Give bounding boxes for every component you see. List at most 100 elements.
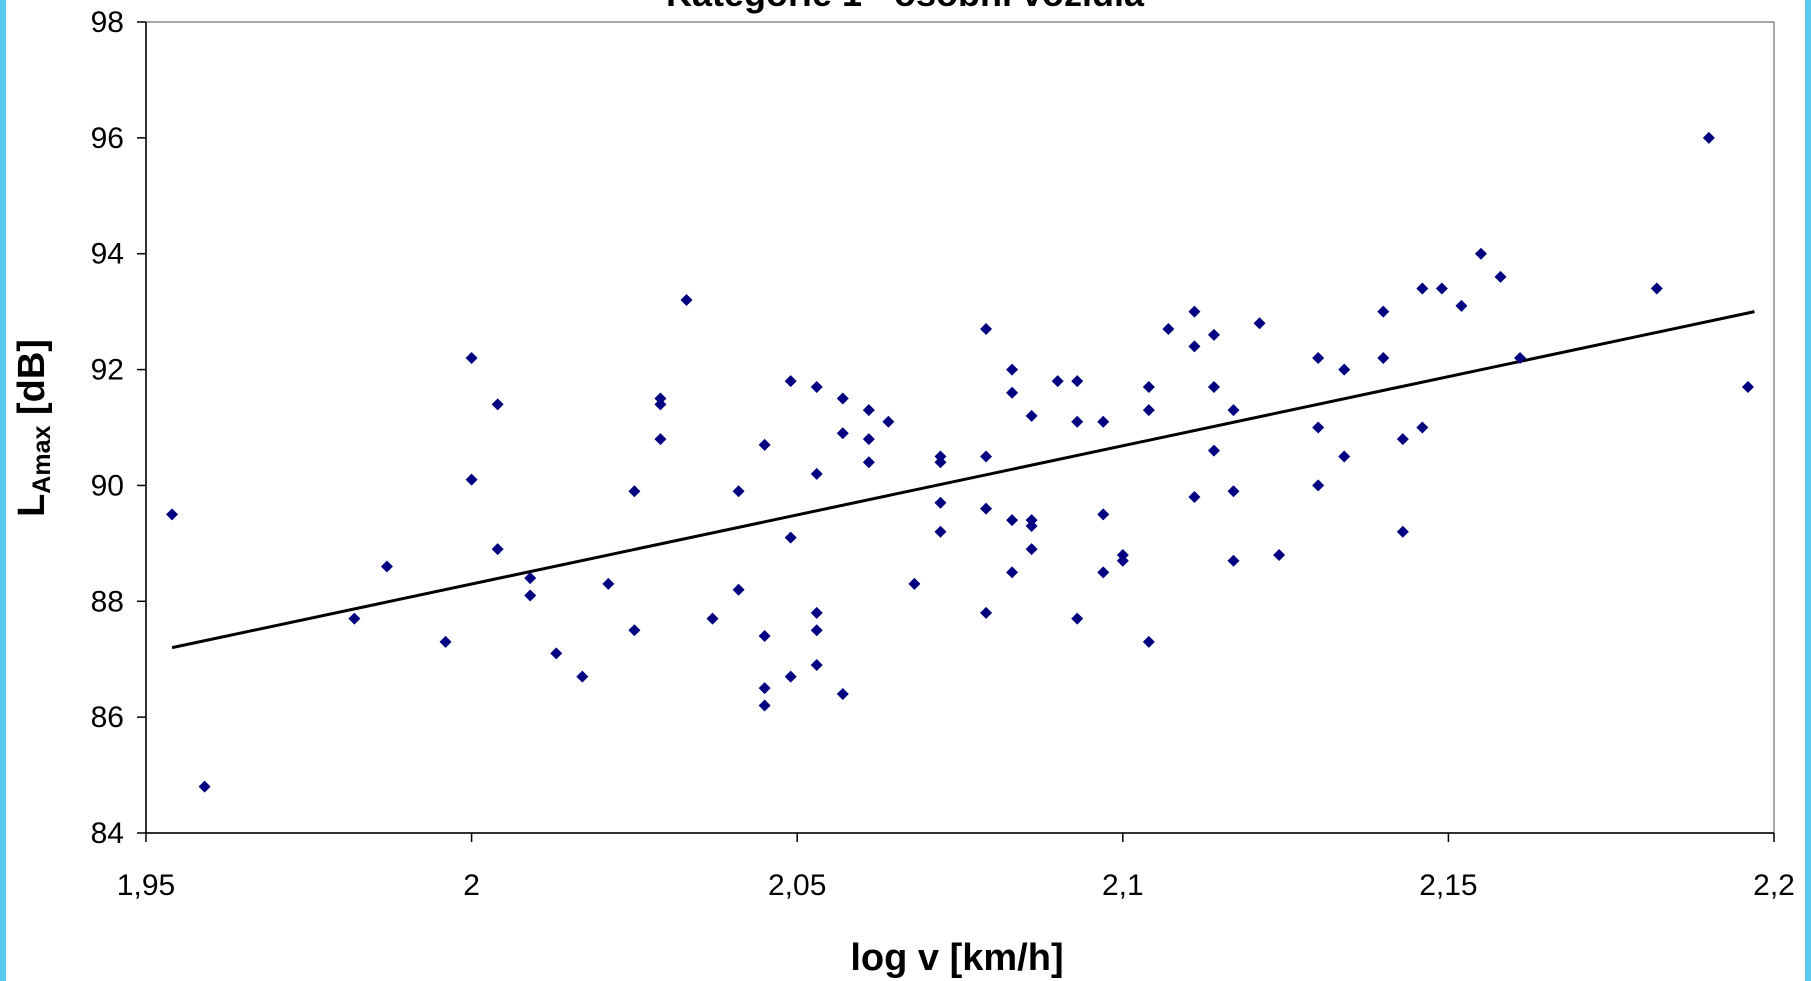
data-point xyxy=(758,630,771,643)
y-tick-label: 98 xyxy=(91,6,124,39)
data-point xyxy=(784,670,797,683)
data-point xyxy=(836,427,849,440)
data-point xyxy=(1051,375,1064,388)
data-point xyxy=(862,404,875,417)
data-point xyxy=(1097,415,1110,428)
data-point xyxy=(654,398,667,411)
data-point xyxy=(810,606,823,619)
data-point xyxy=(602,577,615,590)
data-point xyxy=(1338,450,1351,463)
data-point xyxy=(1312,351,1325,364)
data-point xyxy=(680,294,693,307)
data-point xyxy=(1227,404,1240,417)
data-point xyxy=(810,380,823,393)
data-point xyxy=(628,485,641,498)
data-point xyxy=(1006,363,1019,376)
y-axis-title-subscript: Amax xyxy=(28,426,56,494)
data-point xyxy=(380,560,393,573)
data-point xyxy=(1207,380,1220,393)
data-point xyxy=(1474,247,1487,260)
data-point xyxy=(524,589,537,602)
x-tick-label: 1,95 xyxy=(117,869,175,902)
data-point xyxy=(1188,340,1201,353)
x-tick-label: 2,2 xyxy=(1753,869,1795,902)
data-point xyxy=(1253,317,1266,330)
data-point xyxy=(1312,479,1325,492)
y-tick-label: 96 xyxy=(91,122,124,155)
y-tick-label: 84 xyxy=(91,817,124,850)
data-point xyxy=(491,398,504,411)
y-axis-title: LAmax [dB] xyxy=(11,339,56,517)
data-point xyxy=(1273,548,1286,561)
data-point xyxy=(1097,508,1110,521)
data-point xyxy=(980,450,993,463)
data-point xyxy=(934,496,947,509)
data-point xyxy=(166,508,179,521)
data-point xyxy=(628,624,641,637)
data-point xyxy=(1227,554,1240,567)
data-point xyxy=(1416,282,1429,295)
data-point xyxy=(1396,433,1409,446)
data-point xyxy=(1025,409,1038,422)
y-axis-title-main: L xyxy=(11,494,53,517)
data-point xyxy=(1142,635,1155,648)
y-tick-label: 94 xyxy=(91,238,124,271)
y-tick-label: 90 xyxy=(91,469,124,502)
chart-marks: 84 86 88 90 92 94 96 98 1,95 2 2,05 2,1 2,15 2,2 xyxy=(91,6,1795,902)
data-point xyxy=(1116,554,1129,567)
data-point xyxy=(1162,323,1175,336)
data-point xyxy=(934,456,947,469)
data-point xyxy=(1188,305,1201,318)
data-point xyxy=(1097,566,1110,579)
x-tick-label: 2,05 xyxy=(768,869,826,902)
data-point xyxy=(1071,415,1084,428)
data-point xyxy=(1396,525,1409,538)
y-tick-label: 86 xyxy=(91,701,124,734)
data-point xyxy=(980,502,993,515)
y-axis-title-unit: [dB] xyxy=(11,339,53,426)
data-point xyxy=(862,456,875,469)
data-point xyxy=(1025,519,1038,532)
x-axis-title: log v [km/h] xyxy=(850,937,1063,979)
data-point xyxy=(576,670,589,683)
data-point xyxy=(348,612,361,625)
data-point xyxy=(758,682,771,695)
x-tick-label: 2 xyxy=(463,869,480,902)
x-tick-label: 2,15 xyxy=(1419,869,1477,902)
data-point xyxy=(882,415,895,428)
data-point xyxy=(758,699,771,712)
data-point xyxy=(784,375,797,388)
data-point xyxy=(439,635,452,648)
trendline xyxy=(171,310,1755,650)
data-point xyxy=(1006,566,1019,579)
data-point xyxy=(1071,612,1084,625)
data-point xyxy=(1071,375,1084,388)
data-point xyxy=(1514,351,1527,364)
data-point xyxy=(1227,485,1240,498)
plot-area xyxy=(145,21,1775,834)
y-tick-label: 92 xyxy=(91,354,124,387)
data-point xyxy=(1025,543,1038,556)
data-point xyxy=(836,392,849,405)
data-point xyxy=(1650,282,1663,295)
data-point xyxy=(1006,514,1019,527)
data-point xyxy=(465,351,478,364)
data-point xyxy=(732,485,745,498)
data-point xyxy=(1741,380,1754,393)
data-point xyxy=(1188,491,1201,504)
data-point xyxy=(198,780,211,793)
data-point xyxy=(862,433,875,446)
data-point xyxy=(1416,421,1429,434)
data-point xyxy=(550,647,563,660)
data-point xyxy=(980,606,993,619)
data-point xyxy=(1207,444,1220,457)
data-point xyxy=(465,473,478,486)
chart-title: Kategorie 1 - osobní vozidla xyxy=(666,0,1145,14)
data-point xyxy=(706,612,719,625)
data-point xyxy=(810,467,823,480)
data-point xyxy=(654,433,667,446)
data-point xyxy=(784,531,797,544)
data-point xyxy=(1455,299,1468,312)
data-point xyxy=(758,438,771,451)
